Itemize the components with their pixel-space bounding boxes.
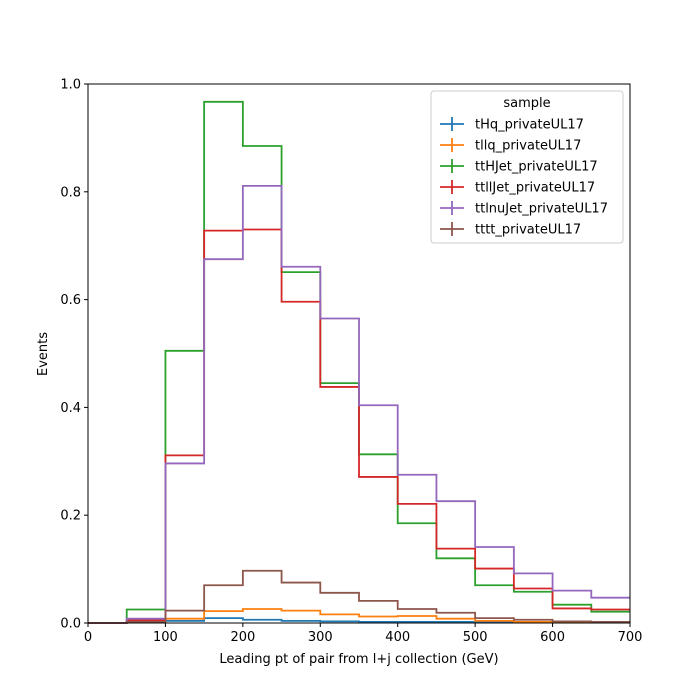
y-axis-label: Events <box>36 332 51 376</box>
legend-entry-ttlnuJet_privateUL17: ttlnuJet_privateUL17 <box>440 201 608 217</box>
legend-label: ttHJet_privateUL17 <box>475 160 598 175</box>
legend-label: tttt_privateUL17 <box>475 223 581 238</box>
x-tick-label: 300 <box>308 630 333 645</box>
legend-label: ttlnuJet_privateUL17 <box>475 202 608 217</box>
series-line-ttllJet_privateUL17 <box>88 228 630 624</box>
legend-entry-tttt_privateUL17: tttt_privateUL17 <box>440 222 581 238</box>
series-line-tttt_privateUL17 <box>88 569 630 624</box>
legend-label: tHq_privateUL17 <box>475 118 584 133</box>
x-tick-label: 200 <box>230 630 255 645</box>
y-tick-label: 0.4 <box>60 401 81 416</box>
legend-label: tllq_privateUL17 <box>475 139 581 154</box>
legend-box <box>430 90 624 244</box>
x-axis-ticks: 0 100 200 300 400 500 600 700 <box>84 623 643 645</box>
y-axis-ticks: 0.0 0.2 0.4 0.6 0.8 1.0 <box>60 78 88 632</box>
x-axis-label: Leading pt of pair from l+j collection (… <box>219 652 498 667</box>
legend-label: ttllJet_privateUL17 <box>475 181 595 196</box>
legend-entry-ttllJet_privateUL17: ttllJet_privateUL17 <box>440 180 595 196</box>
legend-entry-tllq_privateUL17: tllq_privateUL17 <box>440 138 581 154</box>
plot-area <box>88 100 630 624</box>
y-tick-label: 0.6 <box>60 293 81 308</box>
x-tick-label: 400 <box>385 630 410 645</box>
legend: sample tHq_privateUL17 tllq_privateUL17tt… <box>430 90 624 244</box>
x-tick-label: 700 <box>618 630 643 645</box>
y-tick-label: 0.2 <box>60 509 81 524</box>
series-line-ttlnuJet_privateUL17 <box>88 184 630 624</box>
legend-entries: tHq_privateUL17 tllq_privateUL17 ttHJet_pr… <box>440 117 608 238</box>
x-tick-label: 600 <box>540 630 565 645</box>
x-tick-label: 100 <box>153 630 178 645</box>
legend-entry-tHq_privateUL17: tHq_privateUL17 <box>440 117 584 133</box>
y-tick-label: 1.0 <box>60 78 81 93</box>
x-tick-label: 500 <box>463 630 488 645</box>
axes-frame <box>87 83 631 624</box>
y-tick-label: 0.8 <box>60 185 81 200</box>
y-tick-label: 0.0 <box>60 617 81 632</box>
series-line-tllq_privateUL17 <box>88 608 630 624</box>
legend-entry-ttHJet_privateUL17: ttHJet_privateUL17 <box>440 159 598 175</box>
x-tick-label: 0 <box>84 630 92 645</box>
legend-title: sample <box>503 96 550 111</box>
